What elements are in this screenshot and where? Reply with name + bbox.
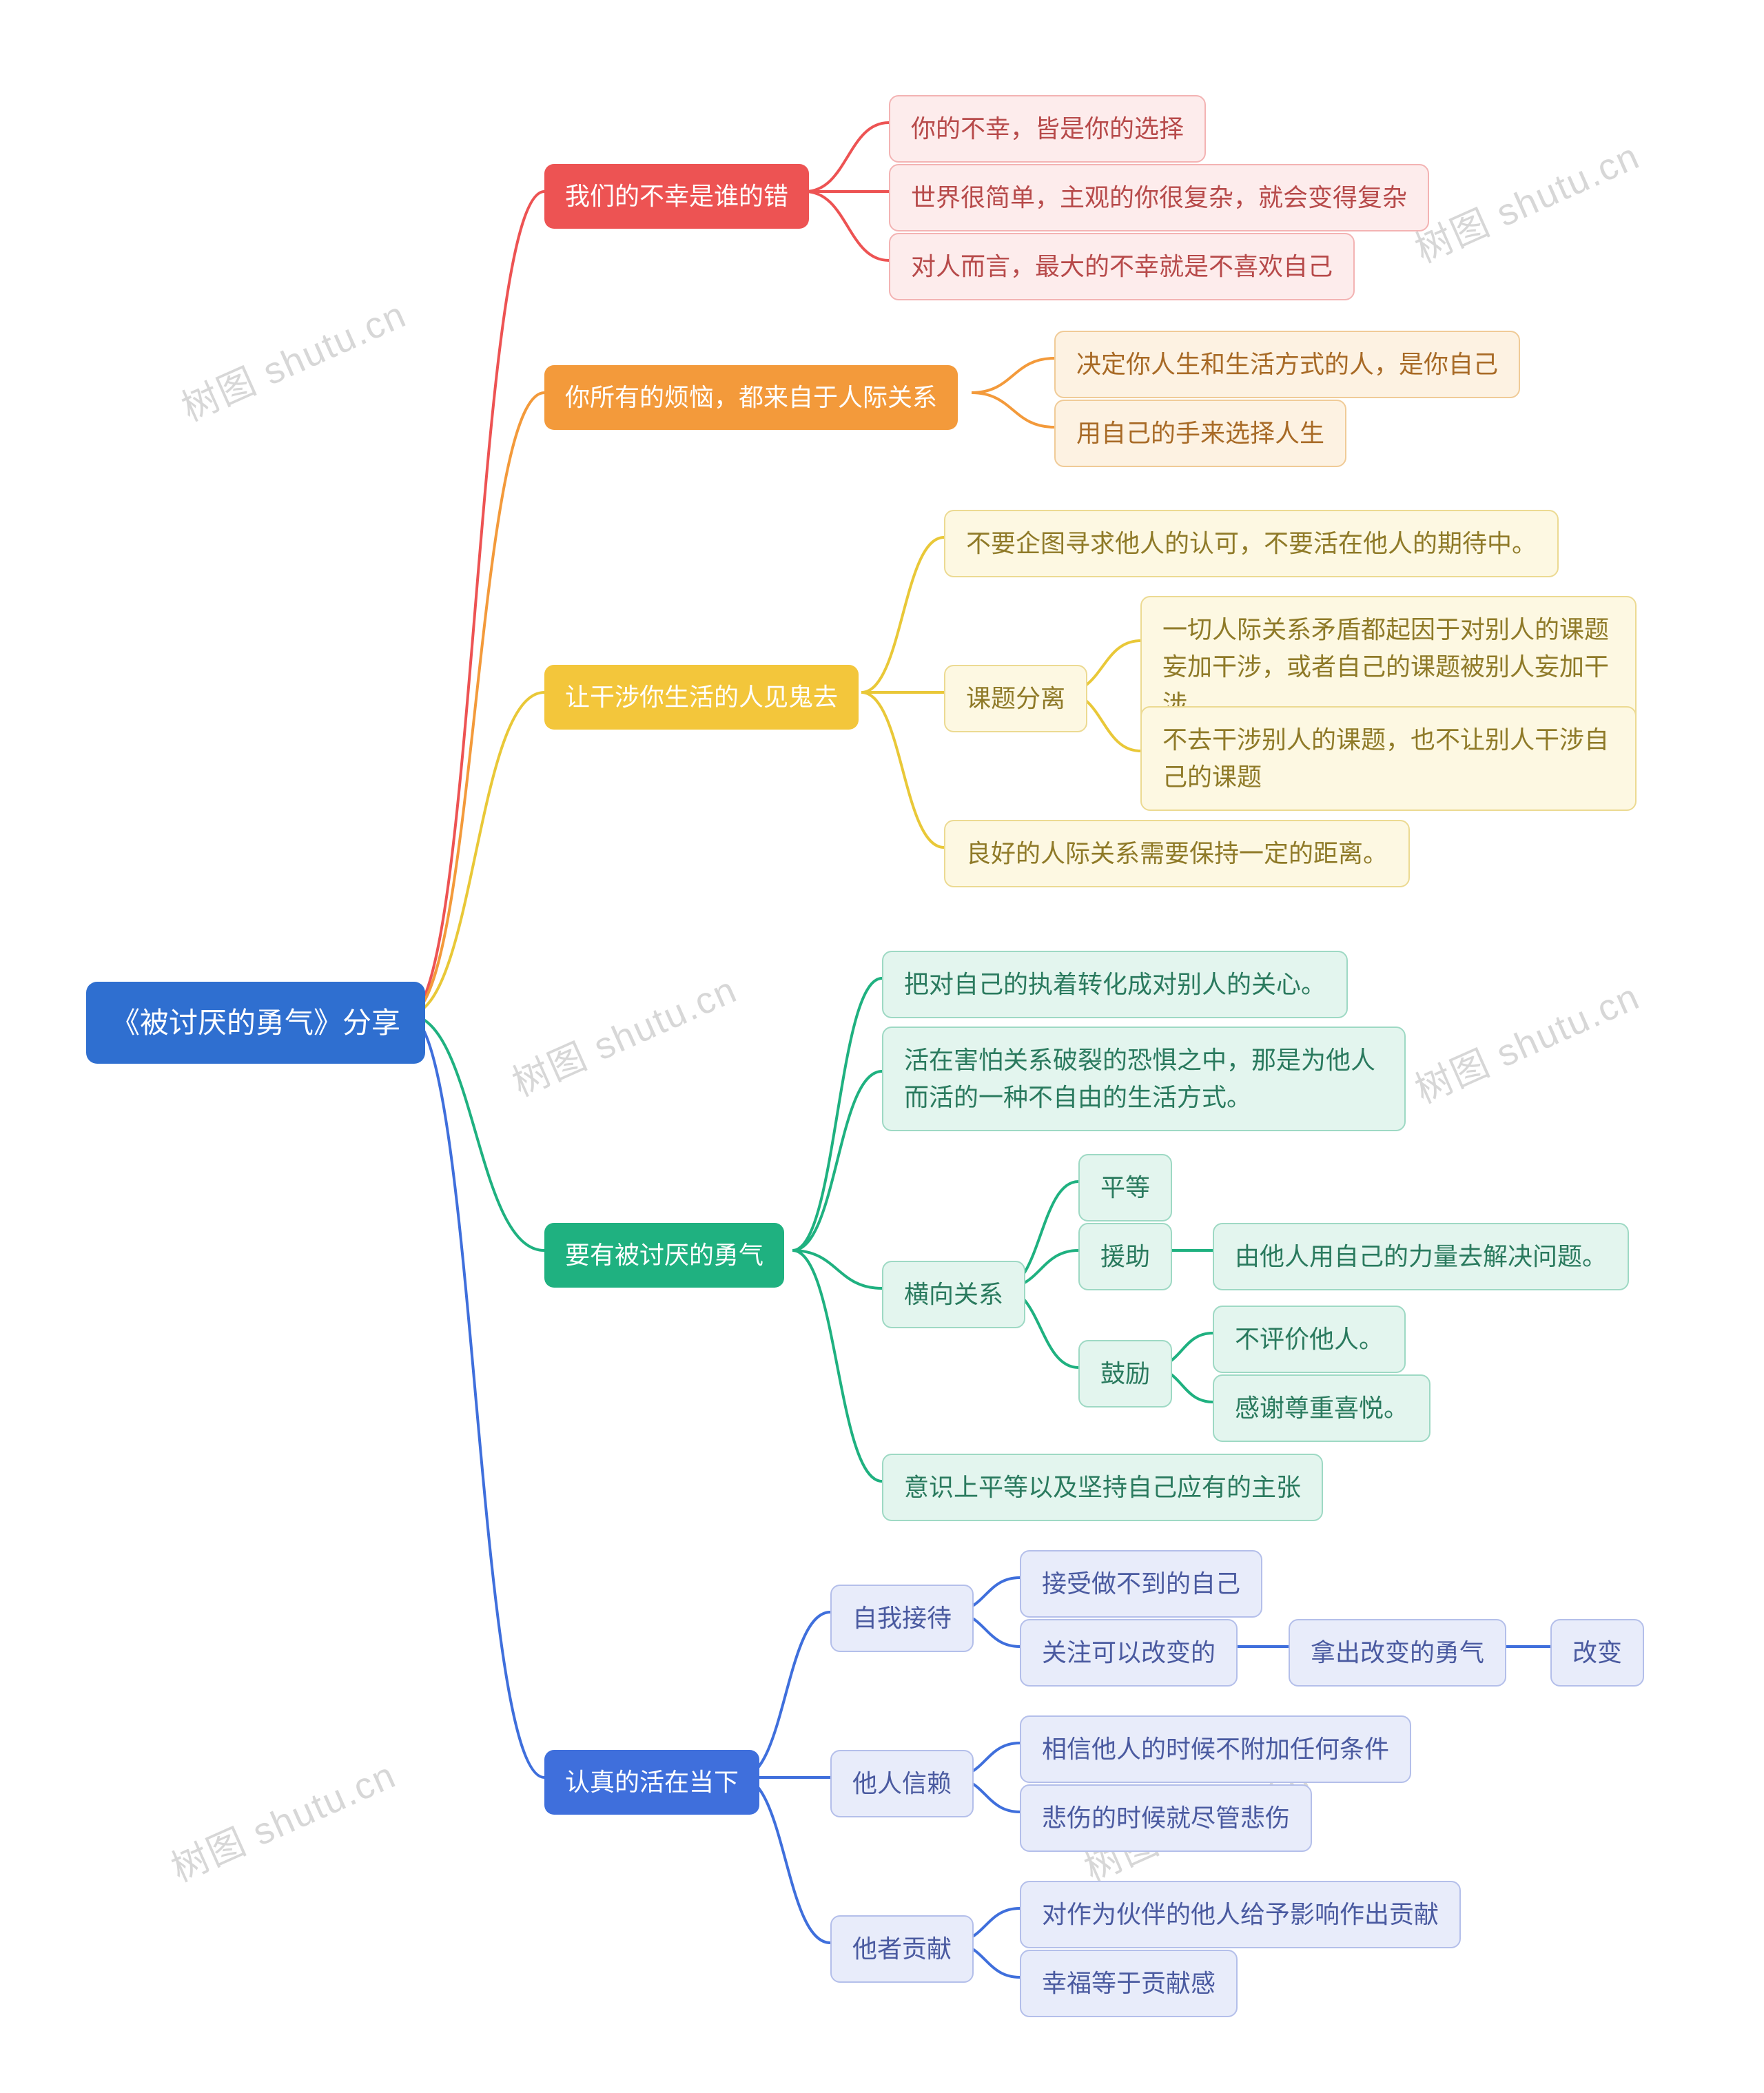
b5-trust-c1[interactable]: 相信他人的时候不附加任何条件 [1020, 1715, 1411, 1783]
b5-self-c2a[interactable]: 拿出改变的勇气 [1289, 1619, 1506, 1687]
b5-contrib-c1[interactable]: 对作为伙伴的他人给予影响作出贡献 [1020, 1881, 1461, 1948]
b4-hr-enc[interactable]: 鼓励 [1078, 1340, 1172, 1408]
b3-sub-c2[interactable]: 不去干涉别人的课题，也不让别人干涉自己的课题 [1140, 706, 1637, 811]
branch-3[interactable]: 让干涉你生活的人见鬼去 [544, 665, 859, 730]
b1-c3[interactable]: 对人而言，最大的不幸就是不喜欢自己 [889, 233, 1355, 300]
b4-hr[interactable]: 横向关系 [882, 1261, 1025, 1328]
branch-2[interactable]: 你所有的烦恼，都来自于人际关系 [544, 365, 958, 430]
branch-4[interactable]: 要有被讨厌的勇气 [544, 1223, 784, 1288]
b5-trust[interactable]: 他人信赖 [830, 1750, 974, 1817]
branch-5[interactable]: 认真的活在当下 [544, 1750, 759, 1815]
b5-self[interactable]: 自我接待 [830, 1585, 974, 1652]
b3-c3[interactable]: 良好的人际关系需要保持一定的距离。 [944, 820, 1410, 887]
b5-contrib-c2[interactable]: 幸福等于贡献感 [1020, 1950, 1238, 2017]
mindmap-canvas: 树图 shutu.cn 树图 shutu.cn 树图 shutu.cn 树图 s… [0, 0, 1764, 2093]
b4-c2[interactable]: 活在害怕关系破裂的恐惧之中，那是为他人而活的一种不自由的生活方式。 [882, 1027, 1406, 1131]
b1-c2[interactable]: 世界很简单，主观的你很复杂，就会变得复杂 [889, 164, 1429, 231]
root-node[interactable]: 《被讨厌的勇气》分享 [86, 982, 425, 1064]
b4-hr-aid-c1[interactable]: 由他人用自己的力量去解决问题。 [1213, 1223, 1629, 1290]
b4-c3[interactable]: 意识上平等以及坚持自己应有的主张 [882, 1454, 1323, 1521]
b3-sub[interactable]: 课题分离 [944, 665, 1087, 732]
branch-1[interactable]: 我们的不幸是谁的错 [544, 164, 809, 229]
b4-hr-eq[interactable]: 平等 [1078, 1154, 1172, 1221]
b5-contrib[interactable]: 他者贡献 [830, 1915, 974, 1983]
b4-hr-enc-c2[interactable]: 感谢尊重喜悦。 [1213, 1374, 1430, 1442]
b2-c1[interactable]: 决定你人生和生活方式的人，是你自己 [1054, 331, 1520, 398]
b5-trust-c2[interactable]: 悲伤的时候就尽管悲伤 [1020, 1784, 1312, 1852]
b5-self-c2b[interactable]: 改变 [1550, 1619, 1644, 1687]
b4-hr-enc-c1[interactable]: 不评价他人。 [1213, 1306, 1406, 1373]
b5-self-c1[interactable]: 接受做不到的自己 [1020, 1550, 1262, 1618]
b3-c1[interactable]: 不要企图寻求他人的认可，不要活在他人的期待中。 [944, 510, 1559, 577]
b1-c1[interactable]: 你的不幸，皆是你的选择 [889, 95, 1206, 163]
b5-self-c2[interactable]: 关注可以改变的 [1020, 1619, 1238, 1687]
b2-c2[interactable]: 用自己的手来选择人生 [1054, 400, 1346, 467]
b4-hr-aid[interactable]: 援助 [1078, 1223, 1172, 1290]
b4-c1[interactable]: 把对自己的执着转化成对别人的关心。 [882, 951, 1348, 1018]
